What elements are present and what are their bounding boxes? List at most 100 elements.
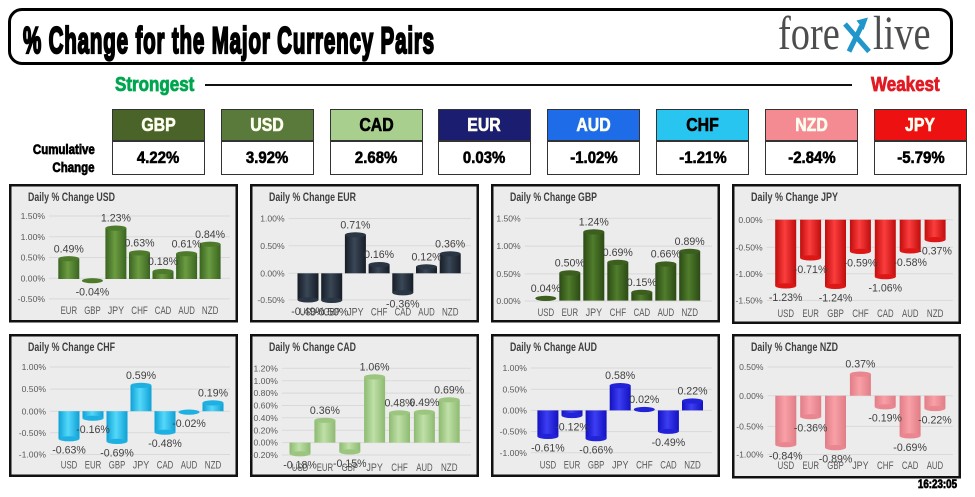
svg-text:0.48%: 0.48% — [384, 397, 415, 409]
svg-text:-1.50%: -1.50% — [735, 296, 763, 306]
svg-text:0.69%: 0.69% — [434, 384, 465, 396]
svg-text:Daily % Change USD: Daily % Change USD — [28, 192, 115, 204]
svg-text:USD: USD — [60, 459, 77, 471]
svg-text:-0.22%: -0.22% — [918, 414, 952, 426]
svg-text:-0.36%: -0.36% — [386, 299, 420, 311]
svg-text:GBP: GBP — [342, 462, 359, 474]
svg-text:-1.23%: -1.23% — [768, 292, 802, 304]
svg-text:NZD: NZD — [681, 307, 698, 319]
svg-text:1.23%: 1.23% — [100, 213, 131, 225]
svg-text:0.00%: 0.00% — [20, 274, 45, 284]
svg-text:JPY: JPY — [852, 460, 869, 472]
svg-text:-0.20%: -0.20% — [251, 450, 279, 460]
svg-text:GBP: GBP — [827, 460, 844, 472]
svg-text:NZD: NZD — [442, 307, 459, 319]
svg-text:1.24%: 1.24% — [578, 217, 609, 229]
svg-text:0.04%: 0.04% — [530, 283, 561, 295]
svg-text:-0.59%: -0.59% — [843, 258, 877, 270]
svg-text:JPY: JPY — [132, 459, 149, 471]
svg-text:CAD: CAD — [156, 459, 173, 471]
svg-text:0.50%: 0.50% — [496, 269, 521, 279]
svg-text:-0.66%: -0.66% — [579, 445, 613, 457]
svg-text:CHF: CHF — [636, 459, 653, 471]
svg-text:-0.58%: -0.58% — [893, 257, 927, 269]
svg-text:0.12%: 0.12% — [411, 252, 442, 264]
svg-text:1.00%: 1.00% — [502, 363, 527, 373]
svg-text:-0.69%: -0.69% — [893, 442, 927, 454]
svg-text:-0.50%: -0.50% — [736, 422, 764, 432]
svg-text:-0.63%: -0.63% — [52, 445, 86, 457]
svg-text:0.60%: 0.60% — [254, 401, 279, 411]
svg-text:EUR: EUR — [317, 462, 334, 474]
svg-text:1.00%: 1.00% — [20, 232, 45, 242]
svg-text:0.50%: 0.50% — [502, 384, 527, 394]
svg-text:CHF: CHF — [609, 307, 626, 319]
svg-text:-0.04%: -0.04% — [75, 287, 109, 299]
svg-text:Daily % Change EUR: Daily % Change EUR — [269, 192, 357, 204]
svg-text:AUD: AUD — [418, 307, 435, 319]
svg-text:GBP: GBP — [108, 459, 125, 471]
svg-text:0.18%: 0.18% — [147, 256, 178, 268]
svg-text:GBP: GBP — [84, 305, 101, 317]
svg-text:-0.50%: -0.50% — [257, 295, 285, 305]
svg-text:0.22%: 0.22% — [677, 386, 708, 398]
svg-text:NZD: NZD — [441, 462, 458, 474]
svg-text:0.00%: 0.00% — [260, 269, 285, 279]
svg-text:-0.50%: -0.50% — [499, 427, 527, 437]
svg-text:-1.00%: -1.00% — [735, 269, 763, 279]
svg-text:USD: USD — [777, 460, 794, 472]
svg-text:1.20%: 1.20% — [254, 363, 279, 373]
svg-text:0.49%: 0.49% — [409, 397, 440, 409]
svg-text:0.19%: 0.19% — [197, 388, 228, 400]
svg-text:0.50%: 0.50% — [21, 384, 46, 394]
svg-text:0.66%: 0.66% — [650, 249, 681, 261]
svg-text:0.84%: 0.84% — [195, 229, 226, 241]
svg-text:Daily % Change AUD: Daily % Change AUD — [510, 342, 597, 354]
svg-text:-0.50%: -0.50% — [18, 428, 46, 438]
svg-text:-0.48%: -0.48% — [148, 438, 182, 450]
svg-text:Daily % Change CAD: Daily % Change CAD — [269, 342, 356, 354]
svg-text:-0.61%: -0.61% — [531, 442, 565, 454]
svg-text:EUR: EUR — [802, 460, 819, 472]
svg-text:CHF: CHF — [877, 460, 894, 472]
svg-text:CHF: CHF — [371, 307, 388, 319]
svg-text:USD: USD — [539, 459, 556, 471]
svg-text:Daily % Change NZD: Daily % Change NZD — [751, 342, 838, 354]
svg-text:0.50%: 0.50% — [20, 253, 45, 263]
svg-text:NZD: NZD — [684, 459, 701, 471]
svg-text:-0.36%: -0.36% — [793, 423, 827, 435]
svg-text:0.00%: 0.00% — [739, 391, 764, 401]
svg-text:CAD: CAD — [633, 307, 650, 319]
svg-text:USD: USD — [292, 462, 309, 474]
svg-text:0.36%: 0.36% — [310, 405, 341, 417]
svg-text:-0.49%: -0.49% — [291, 306, 325, 318]
svg-text:0.63%: 0.63% — [124, 238, 155, 250]
svg-text:-0.37%: -0.37% — [918, 246, 952, 258]
svg-text:USD: USD — [300, 307, 317, 319]
svg-text:0.61%: 0.61% — [171, 239, 202, 251]
svg-text:0.69%: 0.69% — [602, 247, 633, 259]
svg-text:-0.50%: -0.50% — [315, 307, 349, 319]
svg-text:NZD: NZD — [926, 308, 943, 320]
svg-text:0.00%: 0.00% — [21, 406, 46, 416]
svg-text:EUR: EUR — [563, 459, 580, 471]
svg-text:JPY: JPY — [107, 305, 124, 317]
svg-text:0.50%: 0.50% — [554, 258, 585, 270]
svg-text:1.50%: 1.50% — [20, 211, 45, 221]
svg-text:EUR: EUR — [561, 307, 578, 319]
svg-text:1.00%: 1.00% — [21, 362, 46, 372]
svg-text:0.37%: 0.37% — [845, 359, 876, 371]
svg-text:-0.89%: -0.89% — [818, 454, 852, 466]
svg-text:0.50%: 0.50% — [260, 241, 285, 251]
svg-text:0.59%: 0.59% — [125, 370, 156, 382]
svg-text:-1.00%: -1.00% — [18, 450, 46, 460]
svg-text:0.40%: 0.40% — [254, 413, 279, 423]
svg-text:0.36%: 0.36% — [435, 239, 466, 251]
svg-text:CHF: CHF — [391, 462, 408, 474]
svg-text:Daily % Change JPY: Daily % Change JPY — [751, 192, 838, 204]
svg-text:CHF: CHF — [852, 308, 869, 320]
svg-text:-0.12%: -0.12% — [555, 421, 589, 433]
svg-text:0.89%: 0.89% — [674, 236, 705, 248]
svg-text:-0.84%: -0.84% — [769, 451, 803, 463]
svg-text:-0.19%: -0.19% — [868, 413, 902, 425]
